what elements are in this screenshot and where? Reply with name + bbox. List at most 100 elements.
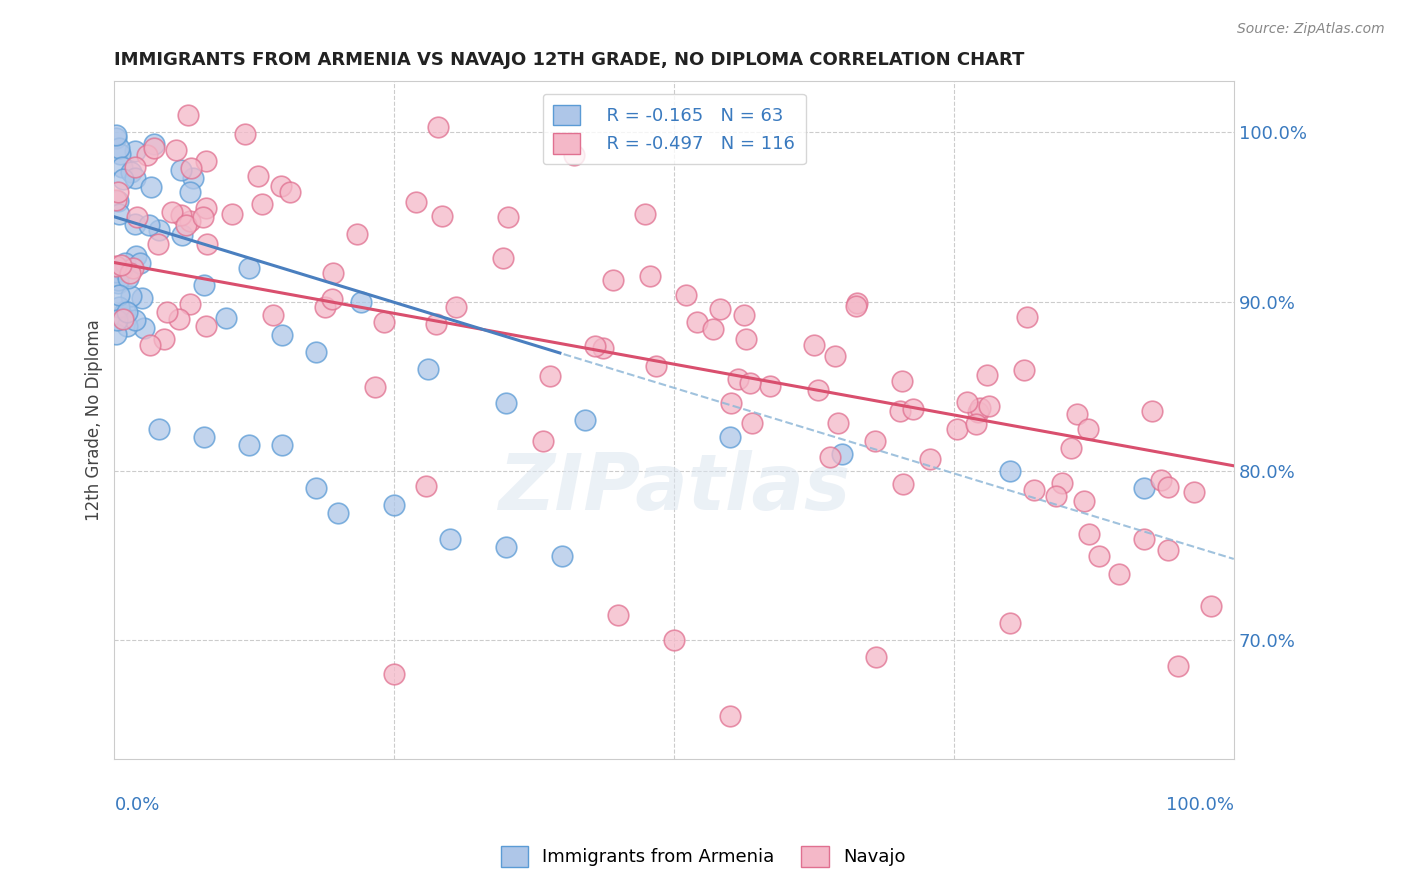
Point (321, 292, 343, 306)
Point (1045, 489, 1067, 503)
Point (328, 506, 350, 520)
Point (492, 252, 515, 266)
Point (278, 186, 301, 200)
Point (111, 171, 134, 186)
Text: 100.0%: 100.0% (1166, 796, 1234, 814)
Point (305, 481, 328, 495)
Point (117, 271, 139, 285)
Point (373, 315, 395, 329)
Point (176, 108, 198, 122)
Point (108, 300, 131, 314)
Y-axis label: 12th Grade, No Diploma: 12th Grade, No Diploma (86, 319, 103, 521)
Text: IMMIGRANTS FROM ARMENIA VS NAVAJO 12TH GRADE, NO DIPLOMA CORRELATION CHART: IMMIGRANTS FROM ARMENIA VS NAVAJO 12TH G… (114, 51, 1025, 69)
Point (104, 327, 127, 342)
Point (131, 291, 153, 305)
Point (865, 650, 887, 665)
Point (444, 300, 467, 314)
Point (733, 308, 755, 322)
Legend:   R = -0.165   N = 63,   R = -0.497   N = 116: R = -0.165 N = 63, R = -0.497 N = 116 (543, 94, 806, 164)
Point (143, 141, 166, 155)
Point (1150, 474, 1173, 488)
Point (215, 311, 238, 326)
Text: ZIPatlas: ZIPatlas (498, 450, 851, 525)
Point (1073, 494, 1095, 508)
Point (115, 319, 138, 334)
Point (1140, 404, 1163, 418)
Point (111, 262, 134, 277)
Point (1052, 476, 1074, 491)
Point (998, 464, 1021, 478)
Point (271, 328, 294, 343)
Point (179, 297, 201, 311)
Point (247, 169, 270, 183)
Point (238, 438, 260, 452)
Point (105, 259, 128, 273)
Point (382, 498, 405, 512)
Point (195, 236, 218, 251)
Point (194, 153, 217, 168)
Point (531, 434, 554, 448)
Point (127, 210, 149, 224)
Point (314, 300, 336, 314)
Point (405, 194, 427, 209)
Point (136, 148, 159, 162)
Point (416, 362, 439, 376)
Point (574, 413, 596, 427)
Point (139, 338, 162, 352)
Point (718, 709, 741, 723)
Point (1077, 422, 1099, 436)
Point (686, 315, 709, 329)
Point (638, 268, 661, 283)
Point (148, 236, 170, 251)
Point (193, 430, 215, 444)
Point (193, 277, 215, 292)
Point (170, 227, 193, 242)
Point (551, 549, 574, 563)
Point (120, 288, 142, 302)
Point (350, 294, 373, 309)
Point (967, 405, 990, 419)
Point (427, 120, 450, 134)
Point (807, 383, 830, 397)
Point (235, 127, 257, 141)
Point (741, 417, 763, 431)
Point (644, 359, 666, 373)
Point (104, 193, 127, 207)
Point (965, 417, 987, 432)
Point (180, 161, 202, 175)
Point (132, 321, 155, 335)
Point (153, 332, 176, 346)
Point (108, 207, 131, 221)
Point (148, 223, 170, 237)
Point (675, 288, 697, 302)
Point (170, 208, 193, 222)
Point (495, 540, 517, 554)
Point (238, 260, 260, 275)
Point (662, 633, 685, 648)
Point (111, 312, 134, 326)
Point (271, 438, 294, 452)
Point (124, 171, 146, 186)
Point (1133, 481, 1156, 495)
Point (824, 349, 846, 363)
Point (270, 178, 292, 193)
Point (193, 211, 215, 225)
Point (322, 266, 344, 280)
Point (496, 210, 519, 224)
Point (1133, 532, 1156, 546)
Point (346, 227, 368, 241)
Point (1108, 567, 1130, 582)
Point (946, 422, 969, 436)
Point (114, 256, 136, 270)
Point (425, 317, 447, 331)
Point (592, 341, 614, 355)
Point (143, 137, 166, 152)
Point (846, 296, 869, 310)
Point (221, 207, 243, 221)
Point (1157, 542, 1180, 557)
Point (820, 450, 842, 464)
Point (891, 476, 914, 491)
Point (124, 161, 146, 175)
Point (1022, 483, 1045, 498)
Point (803, 337, 825, 351)
